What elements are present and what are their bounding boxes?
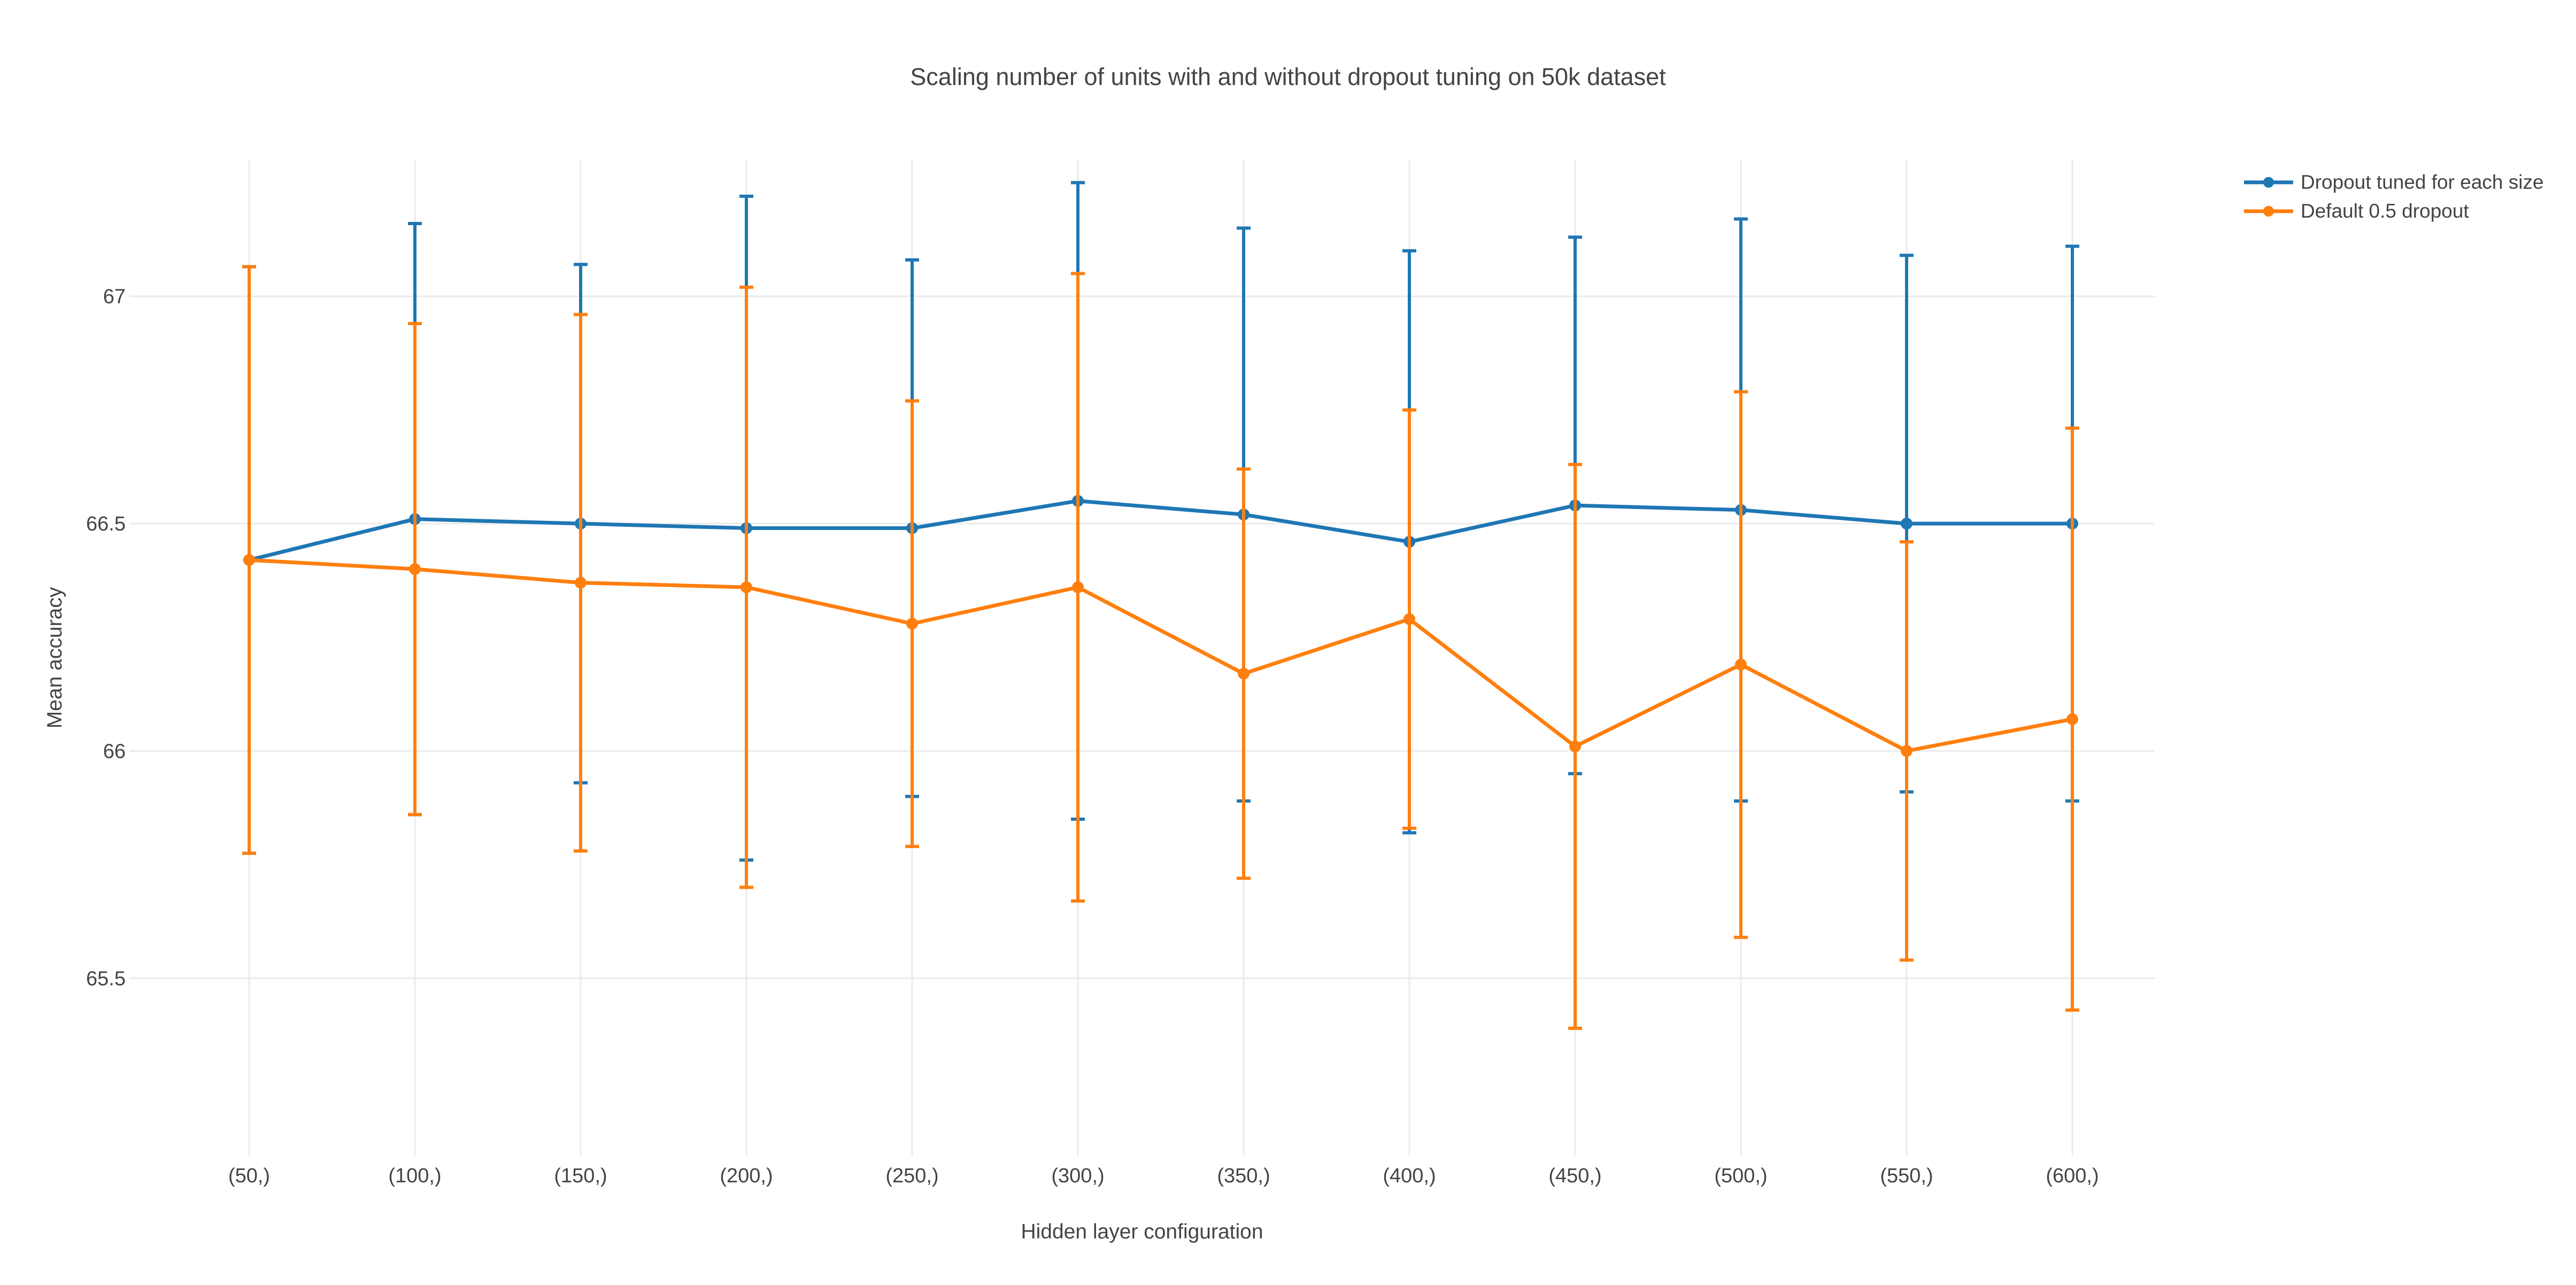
legend-item-1[interactable]: Default 0.5 dropout [2244,200,2544,222]
series-line-0 [249,499,2072,562]
x-tick-label: (300,) [1051,1165,1104,1187]
series-line-1 [249,558,2073,753]
x-tick-label: (350,) [1217,1165,1270,1187]
data-point-marker[interactable] [1238,667,1250,680]
legend-item-0[interactable]: Dropout tuned for each size [2244,171,2544,194]
x-tick-label: (250,) [885,1165,938,1187]
x-tick-label: (400,) [1383,1165,1436,1187]
data-point-marker[interactable] [1403,613,1415,625]
data-point-marker[interactable] [1901,518,1912,530]
y-tick-label: 66 [103,740,126,763]
x-tick-label: (100,) [388,1165,441,1187]
chart-title: Scaling number of units with and without… [910,63,1666,90]
legend-line-marker-icon [2244,206,2293,217]
data-point-marker[interactable] [1072,581,1084,594]
data-point-marker[interactable] [409,563,421,575]
data-point-marker[interactable] [1569,740,1581,752]
data-point-marker[interactable] [906,618,918,630]
data-point-marker[interactable] [243,554,255,566]
x-tick-label: (550,) [1880,1165,1933,1187]
data-point-marker[interactable] [575,576,587,589]
x-axis-title: Hidden layer configuration [1021,1220,1263,1243]
y-tick-label: 65.5 [86,967,126,990]
x-tick-label: (150,) [554,1165,607,1187]
x-tick-label: (450,) [1548,1165,1601,1187]
y-tick-label: 67 [103,286,126,308]
x-tick-label: (500,) [1714,1165,1767,1187]
x-tick-label: (200,) [720,1165,773,1187]
legend: Dropout tuned for each size Default 0.5 d… [2244,171,2544,222]
x-tick-label: (600,) [2046,1165,2099,1187]
data-point-marker[interactable] [1901,745,1912,757]
legend-item-label: Dropout tuned for each size [2301,171,2544,193]
data-point-marker[interactable] [2066,713,2078,725]
legend-line-marker-icon [2244,177,2293,188]
x-tick-label: (50,) [228,1165,270,1187]
data-point-marker[interactable] [741,581,752,594]
y-tick-label: 66.5 [86,513,126,535]
data-point-marker[interactable] [1735,658,1747,671]
legend-item-label: Default 0.5 dropout [2301,200,2469,222]
y-axis-title: Mean accuracy [43,587,66,729]
